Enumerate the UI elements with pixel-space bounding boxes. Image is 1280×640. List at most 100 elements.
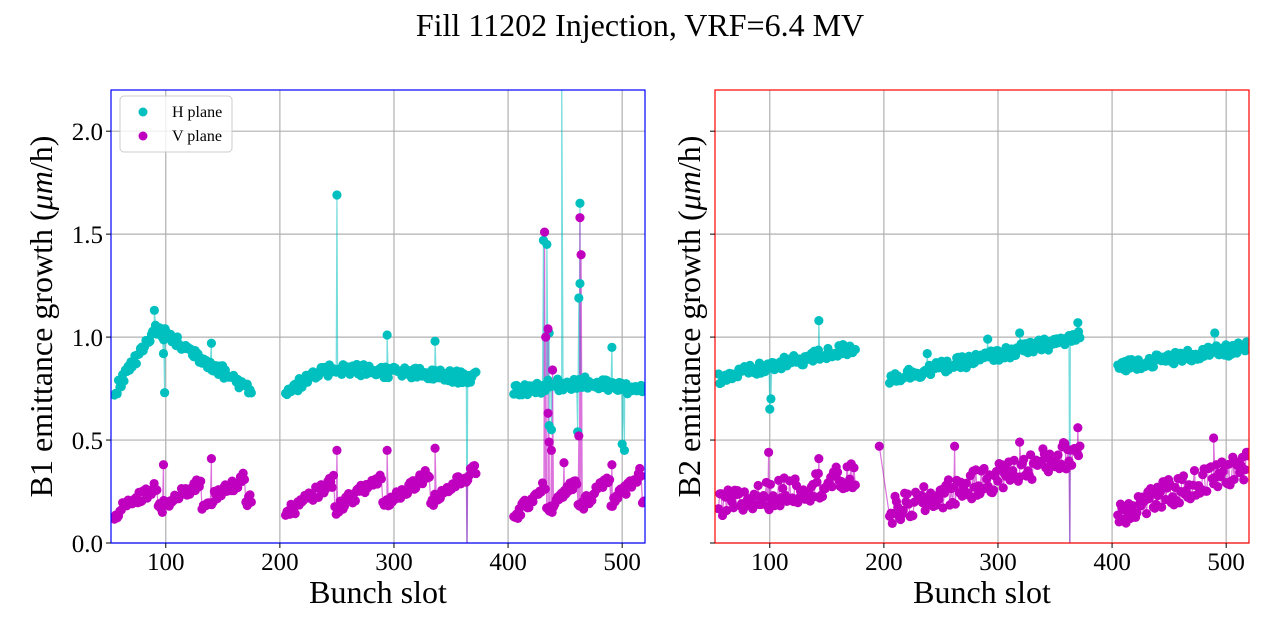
- data-point-v: [471, 468, 481, 479]
- legend-label-h-plane: H plane: [172, 104, 222, 121]
- data-point-v: [469, 461, 480, 471]
- data-point-v: [1075, 441, 1085, 451]
- data-point-v: [424, 472, 434, 482]
- data-point-v: [332, 445, 342, 455]
- data-point-h: [639, 382, 645, 392]
- data-point-h: [766, 394, 776, 404]
- data-point-v: [607, 460, 617, 470]
- data-point-v: [1073, 423, 1083, 433]
- data-point-h: [546, 425, 557, 435]
- y-axis-label-b2: B2 emittance growth (μm/h): [671, 136, 707, 498]
- data-point-h: [430, 336, 440, 346]
- data-point-h: [542, 239, 552, 250]
- data-point-v: [1213, 482, 1223, 492]
- data-point-v: [1067, 460, 1077, 470]
- data-point-h: [119, 376, 129, 386]
- data-point-v: [572, 479, 582, 489]
- data-point-h: [1075, 333, 1085, 343]
- data-point-v: [547, 365, 558, 375]
- data-point-v: [158, 460, 169, 470]
- data-point-v: [613, 493, 623, 503]
- data-point-v: [1019, 454, 1029, 464]
- plot-frame-b2: [714, 89, 1250, 544]
- data-point-h: [1232, 348, 1242, 358]
- chart-title: Fill 11202 Injection, VRF=6.4 MV: [416, 7, 864, 43]
- data-point-h: [850, 344, 860, 355]
- data-point-h: [765, 404, 775, 414]
- data-point-h: [131, 359, 141, 369]
- data-point-v: [1174, 498, 1184, 508]
- data-point-v: [814, 453, 824, 464]
- data-point-v: [1155, 487, 1165, 497]
- x-tick-label: 500: [603, 549, 641, 576]
- data-point-v: [1243, 451, 1249, 461]
- legend-marker-v-plane: [138, 131, 148, 141]
- data-point-v: [539, 227, 550, 237]
- data-point-v: [575, 213, 585, 223]
- data-point-h: [1210, 328, 1220, 338]
- data-point-v: [576, 250, 586, 260]
- x-ticks-b1: 100 200 300 400 500: [147, 543, 641, 576]
- data-point-v: [544, 437, 554, 447]
- data-point-v: [540, 484, 550, 494]
- data-point-v: [639, 496, 645, 506]
- data-point-v: [239, 474, 250, 485]
- data-point-v: [989, 485, 999, 495]
- data-point-v: [817, 491, 828, 502]
- data-point-v: [157, 507, 167, 518]
- data-point-v: [1009, 455, 1019, 465]
- data-point-v: [543, 408, 553, 418]
- data-point-h: [813, 345, 823, 355]
- data-point-v: [1027, 474, 1037, 484]
- data-point-h: [983, 334, 993, 344]
- data-point-v: [898, 505, 908, 516]
- data-point-v: [1202, 486, 1212, 496]
- series-points-b1: [111, 190, 645, 524]
- data-point-v: [961, 478, 971, 488]
- x-axis-label-b2: Bunch slot: [913, 574, 1051, 610]
- data-point-v: [636, 471, 645, 481]
- data-point-v: [376, 474, 387, 484]
- data-point-v: [874, 441, 884, 451]
- data-point-v: [1239, 475, 1249, 485]
- data-point-v: [327, 482, 337, 492]
- y-ticks-b1: 0.0 0.5 1.0 1.5 2.0: [72, 119, 111, 558]
- data-point-v: [993, 476, 1003, 486]
- data-point-v: [934, 495, 944, 505]
- data-point-h: [471, 367, 481, 377]
- data-point-v: [764, 447, 774, 457]
- data-point-v: [245, 490, 255, 500]
- data-point-v: [559, 458, 569, 468]
- plot-frame-b1: [110, 89, 646, 544]
- data-point-v: [206, 453, 217, 464]
- data-point-v: [1229, 474, 1239, 485]
- data-point-v: [621, 489, 631, 499]
- data-point-v: [813, 468, 823, 479]
- x-tick-label: 300: [375, 549, 413, 576]
- panel-b2: 100 200 300 400 500 Bunch slot B2 emittance …: [671, 89, 1250, 610]
- x-tick-label: 400: [1093, 549, 1131, 576]
- data-point-v: [574, 431, 584, 441]
- data-point-h: [619, 445, 630, 455]
- data-point-v: [832, 467, 843, 477]
- data-point-v: [908, 511, 918, 521]
- x-tick-label: 100: [751, 549, 789, 576]
- data-point-v: [849, 463, 859, 473]
- data-point-v: [778, 483, 788, 494]
- data-point-v: [845, 474, 855, 484]
- legend: H plane V plane: [119, 95, 233, 153]
- x-ticks-b2: 100 200 300 400 500: [751, 543, 1245, 576]
- x-tick-label: 100: [147, 549, 185, 576]
- y-tick-label: 1.5: [72, 222, 103, 249]
- data-point-v: [543, 324, 553, 334]
- data-point-v: [715, 504, 724, 514]
- data-point-h: [1015, 328, 1025, 338]
- data-point-v: [541, 332, 551, 342]
- y-tick-label: 2.0: [72, 119, 103, 146]
- data-point-v: [827, 482, 837, 492]
- data-point-v: [1053, 450, 1063, 460]
- data-point-h: [575, 198, 585, 208]
- y-tick-label: 0.5: [72, 428, 103, 455]
- data-point-v: [1015, 437, 1025, 447]
- data-point-v: [887, 518, 897, 528]
